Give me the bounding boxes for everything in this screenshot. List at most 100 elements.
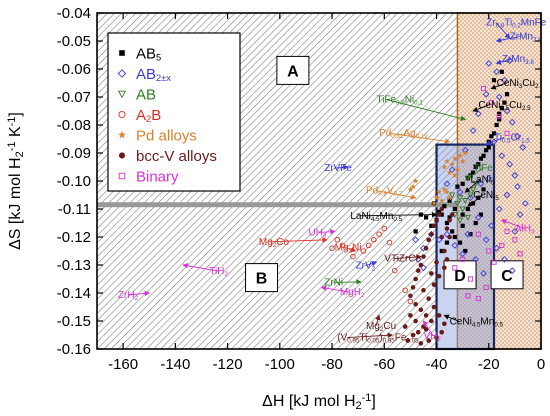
annotation-label: VH2: [423, 331, 441, 343]
y-tick-label: -0.08: [57, 117, 91, 134]
point-bcc: [447, 217, 452, 223]
point-bcc: [431, 282, 437, 287]
annotation-arrow: [268, 237, 328, 243]
point-ab5: [499, 69, 504, 74]
annotation-label: TiH2: [209, 266, 228, 278]
point-bcc: [410, 285, 416, 290]
point-bcc: [426, 237, 432, 243]
axis-label-part: -1: [6, 141, 18, 151]
annotation-label: Mg2Cu: [366, 321, 396, 333]
annotation-label-part: 0.19: [416, 133, 429, 140]
y-tick-label: -0.06: [57, 61, 91, 78]
point-ab2: [474, 214, 482, 221]
point-binary: [512, 237, 518, 243]
y-tick-label: -0.15: [57, 313, 91, 330]
point-ab5: [437, 209, 442, 214]
annotation-label-part: VH: [423, 331, 437, 342]
point-ab2: [464, 230, 472, 238]
point-ab5: [484, 148, 489, 153]
annotation-arrow: [485, 136, 505, 146]
point-bcc: [444, 226, 450, 231]
annotation-arrow: [495, 22, 511, 39]
point-pd: [443, 189, 450, 195]
annotation-arrow: [318, 229, 336, 235]
point-bcc: [428, 271, 434, 276]
annotation-label-part: CeNi: [450, 317, 472, 328]
point-ab5: [499, 106, 504, 111]
point-ab5: [486, 145, 491, 150]
point-bcc: [413, 301, 418, 307]
point-binary: [488, 100, 494, 106]
annotation-label-part: 2: [380, 325, 384, 332]
legend-label-ab5-part: 5: [156, 53, 161, 63]
point-ab5: [442, 204, 447, 209]
point-bcc: [431, 304, 437, 310]
point-bcc: [418, 262, 424, 268]
annotation-arrow: [320, 285, 350, 293]
point-ab5: [494, 122, 499, 128]
point-binary: [475, 296, 481, 302]
point-binary: [465, 293, 471, 299]
point-ab2: [485, 60, 493, 67]
point-bcc: [408, 293, 413, 299]
point-bcc: [436, 212, 442, 217]
legend-label-ab-part: AB: [136, 87, 156, 104]
annotation-label: Mg2Co: [259, 237, 290, 249]
point-pd: [451, 172, 458, 178]
point-ab2: [495, 93, 503, 101]
annotation-label: ZrMn2.8: [510, 32, 543, 44]
legend-label-a2b-part: A: [136, 107, 146, 124]
legend-label-ab2-part: AB: [136, 66, 156, 83]
point-ab2: [495, 205, 503, 213]
point-ab2: [482, 90, 490, 98]
region-label-box-d: [443, 260, 477, 290]
annotation-arrow: [495, 58, 512, 65]
point-ab2: [412, 236, 420, 244]
point-bcc: [431, 223, 437, 229]
annotation-label-part: 3: [519, 82, 523, 89]
region-label-box-b: [245, 263, 279, 293]
point-bcc: [442, 265, 447, 271]
point-ab2: [501, 256, 508, 263]
annotation-arrow: [467, 194, 484, 207]
annotation-label-part: 1.5: [521, 137, 530, 144]
point-a2b: [402, 287, 408, 293]
point-ab2: [516, 211, 524, 218]
point-bcc: [428, 318, 434, 324]
annotation-label-part: CeNi: [473, 190, 495, 201]
point-pd: [410, 183, 417, 190]
point-ab2: [472, 256, 480, 263]
annotation-arrow: [394, 254, 422, 260]
annotation-label-part: 3.8: [525, 59, 534, 66]
annotation-arrow: [490, 82, 507, 90]
point-ab5: [473, 220, 478, 226]
annotation-label-part: 2: [224, 271, 228, 278]
point-ab5: [481, 187, 486, 192]
annotation-label-part: (V: [337, 333, 347, 344]
point-bcc: [436, 313, 442, 318]
point-ab: [459, 206, 466, 213]
annotation-label-part: Ti: [494, 132, 502, 143]
legend-label-ab5: AB5: [136, 46, 161, 63]
annotation-arrow: [500, 219, 526, 229]
point-ab5: [491, 78, 497, 83]
annotation-label-part: 0.1: [414, 99, 423, 106]
annotation-label-part: 2: [361, 292, 365, 299]
point-ab5: [465, 206, 470, 212]
legend-label-a2b-part: B: [151, 107, 161, 124]
annotation-arrow: [464, 179, 481, 193]
axis-label-part: 2: [14, 151, 26, 157]
y-tick-label: -0.10: [57, 173, 91, 190]
x-tick-label: -20: [478, 356, 500, 373]
point-ab2: [511, 172, 519, 179]
point-ab: [467, 192, 474, 199]
point-pd: [438, 197, 445, 204]
annotation-arrow: [360, 211, 438, 218]
point-ab2: [519, 144, 527, 151]
annotation-label-part: Cu: [509, 100, 522, 111]
annotation-label-part: V: [387, 186, 394, 197]
annotation-label-part: ZrV: [356, 261, 372, 272]
point-a2b: [376, 231, 382, 237]
annotation-label-part: V: [384, 254, 391, 265]
